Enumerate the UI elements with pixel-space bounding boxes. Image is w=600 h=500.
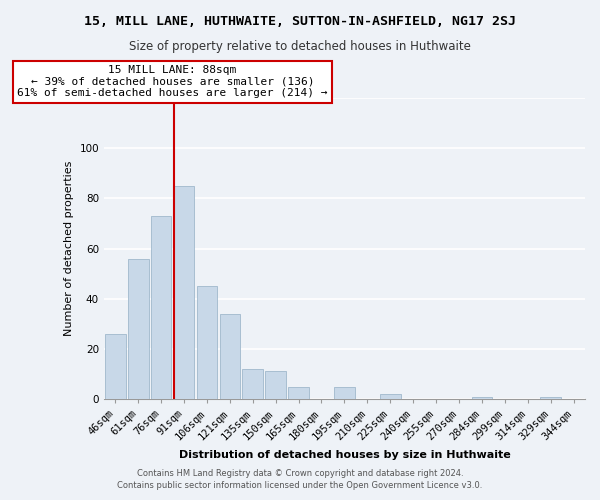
Bar xyxy=(242,369,263,399)
Bar xyxy=(541,396,561,399)
Bar xyxy=(105,334,125,399)
Text: Size of property relative to detached houses in Huthwaite: Size of property relative to detached ho… xyxy=(129,40,471,53)
Bar xyxy=(380,394,401,399)
Bar xyxy=(197,286,217,399)
Bar xyxy=(288,386,309,399)
Bar xyxy=(220,314,240,399)
Text: 15 MILL LANE: 88sqm
← 39% of detached houses are smaller (136)
61% of semi-detac: 15 MILL LANE: 88sqm ← 39% of detached ho… xyxy=(17,65,328,98)
Bar xyxy=(265,372,286,399)
Bar xyxy=(334,386,355,399)
Bar xyxy=(472,396,492,399)
Bar xyxy=(151,216,172,399)
X-axis label: Distribution of detached houses by size in Huthwaite: Distribution of detached houses by size … xyxy=(179,450,510,460)
Text: 15, MILL LANE, HUTHWAITE, SUTTON-IN-ASHFIELD, NG17 2SJ: 15, MILL LANE, HUTHWAITE, SUTTON-IN-ASHF… xyxy=(84,15,516,28)
Y-axis label: Number of detached properties: Number of detached properties xyxy=(64,161,74,336)
Text: Contains HM Land Registry data © Crown copyright and database right 2024.
Contai: Contains HM Land Registry data © Crown c… xyxy=(118,468,482,490)
Bar xyxy=(128,258,149,399)
Bar xyxy=(174,186,194,399)
